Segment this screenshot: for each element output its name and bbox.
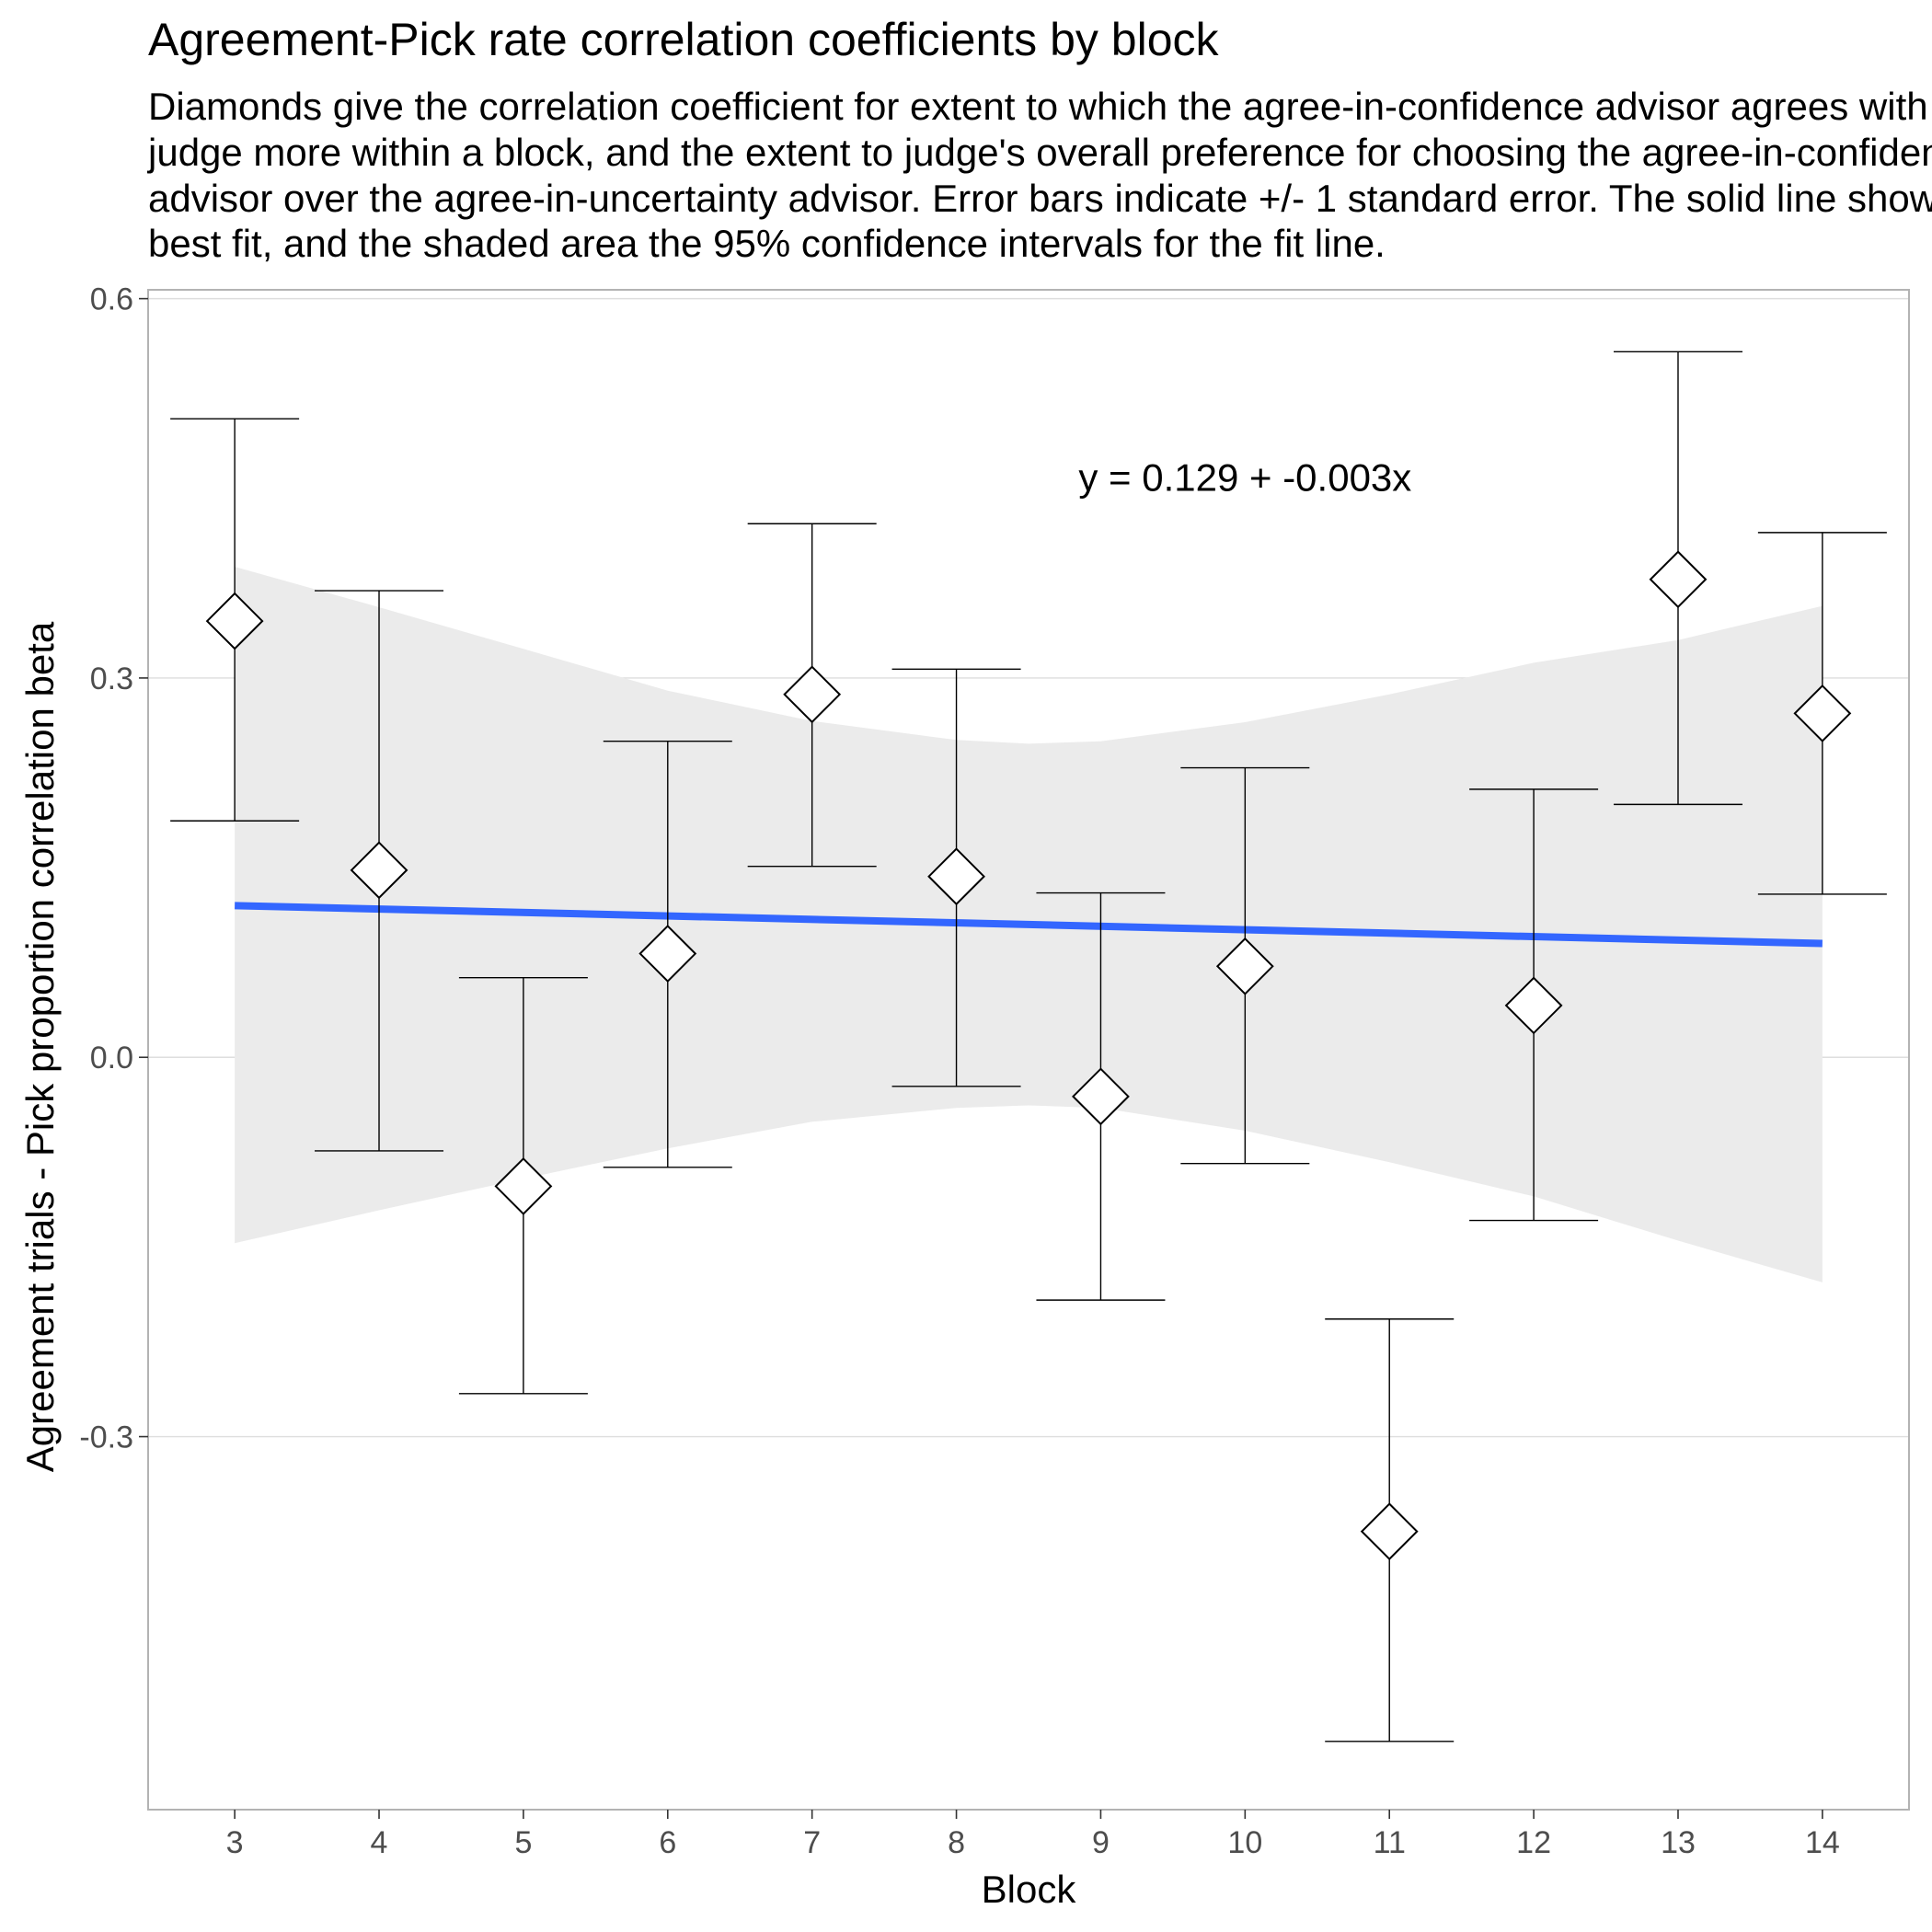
x-tick-label-8: 8 bbox=[948, 1825, 965, 1860]
x-tick-label-5: 5 bbox=[514, 1825, 532, 1860]
diamond-marker-13 bbox=[1649, 550, 1708, 609]
data-point-9 bbox=[1036, 891, 1166, 1301]
data-point-5 bbox=[458, 976, 588, 1395]
y-tick-label-2: 0.0 bbox=[90, 1041, 133, 1075]
diamond-marker-4 bbox=[350, 841, 408, 900]
data-point-4 bbox=[315, 590, 444, 1152]
diamond-marker-6 bbox=[638, 925, 697, 983]
x-tick-label-14: 14 bbox=[1805, 1825, 1840, 1860]
panel-border bbox=[147, 289, 1910, 1811]
data-point-7 bbox=[747, 523, 877, 868]
data-point-8 bbox=[891, 668, 1021, 1087]
data-point-12 bbox=[1469, 788, 1599, 1222]
diamond-marker-9 bbox=[1072, 1067, 1130, 1126]
diamond-marker-10 bbox=[1215, 937, 1274, 995]
x-axis-title: Block bbox=[982, 1868, 1077, 1911]
x-tick-label-4: 4 bbox=[371, 1825, 388, 1860]
data-point-10 bbox=[1180, 766, 1310, 1165]
chart-subtitle-line-2: judge more within a block, and the exten… bbox=[146, 131, 1932, 174]
diamond-marker-8 bbox=[927, 847, 985, 906]
x-tick-label-7: 7 bbox=[803, 1825, 821, 1860]
y-tick-label-0: 0.6 bbox=[90, 282, 133, 317]
title-block: Agreement-Pick rate correlation coeffici… bbox=[146, 14, 1932, 265]
diamond-marker-7 bbox=[783, 665, 842, 724]
y-tick-label-3: -0.3 bbox=[79, 1420, 133, 1455]
diamond-marker-5 bbox=[494, 1157, 553, 1215]
x-tick-label-6: 6 bbox=[659, 1825, 676, 1860]
axis-titles: Block Agreement trials - Pick proportion… bbox=[18, 621, 1076, 1911]
x-tick-label-12: 12 bbox=[1516, 1825, 1551, 1860]
chart-subtitle-line-4: best fit, and the shaded area the 95% co… bbox=[148, 222, 1386, 265]
diamond-marker-3 bbox=[205, 592, 264, 650]
x-tick-label-3: 3 bbox=[226, 1825, 244, 1860]
x-tick-label-13: 13 bbox=[1661, 1825, 1696, 1860]
fit-equation-annotation: y = 0.129 + -0.003x bbox=[1078, 456, 1411, 500]
plot-area: y = 0.129 + -0.003x 0.6 0.3 0.0 -0.3 3 4 5 6 7 8 9 1… bbox=[79, 282, 1910, 1860]
data-point-11 bbox=[1325, 1318, 1455, 1742]
x-tick-label-9: 9 bbox=[1092, 1825, 1110, 1860]
data-point-14 bbox=[1757, 532, 1887, 895]
x-tick-label-11: 11 bbox=[1374, 1825, 1406, 1860]
data-point-3 bbox=[170, 418, 300, 822]
y-axis-title: Agreement trials - Pick proportion corre… bbox=[18, 621, 62, 1472]
chart-subtitle-line-3: advisor over the agree-in-uncertainty ad… bbox=[148, 177, 1932, 220]
diamond-marker-12 bbox=[1504, 976, 1563, 1035]
y-tick-label-1: 0.3 bbox=[90, 661, 133, 696]
diamond-marker-11 bbox=[1360, 1502, 1419, 1561]
fit-line bbox=[235, 902, 1823, 948]
x-tick-label-10: 10 bbox=[1227, 1825, 1262, 1860]
data-point-6 bbox=[603, 740, 732, 1168]
diamond-marker-14 bbox=[1793, 684, 1852, 742]
chart-title: Agreement-Pick rate correlation coeffici… bbox=[148, 14, 1220, 65]
data-point-13 bbox=[1613, 351, 1742, 806]
chart-subtitle-line-1: Diamonds give the correlation coefficien… bbox=[148, 85, 1932, 128]
